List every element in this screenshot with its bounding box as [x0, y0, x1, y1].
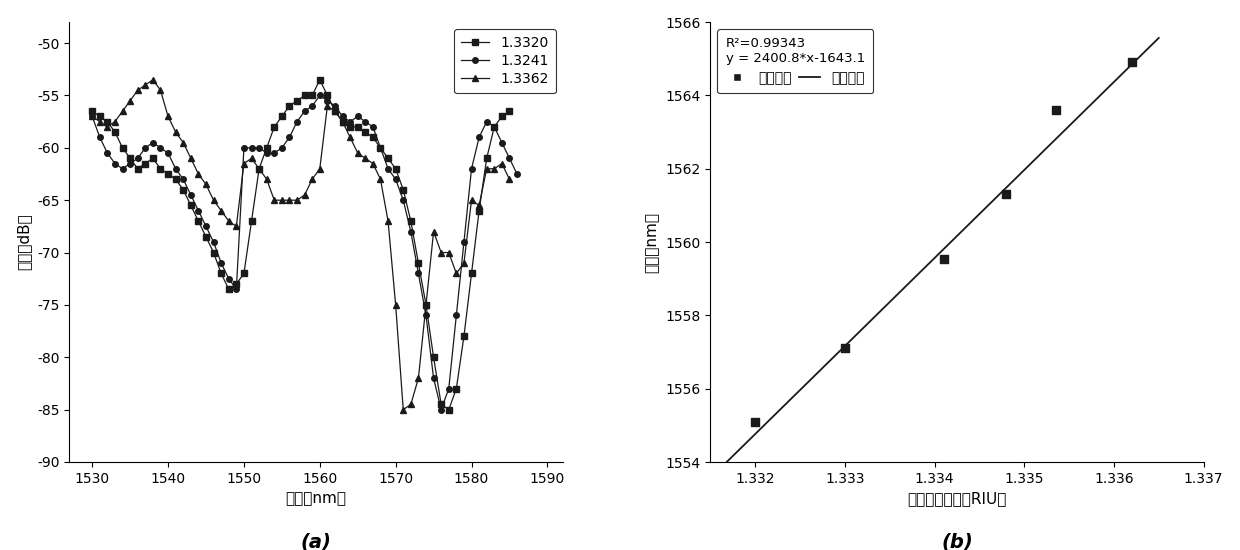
1.3241 — [267, 150, 281, 156]
1.3320 — [366, 134, 381, 141]
1.3241 — [108, 160, 123, 167]
1.3241 — [84, 113, 99, 120]
Legend: 测量数据, 线性拟合: 测量数据, 线性拟合 — [718, 29, 873, 94]
1.3362 — [419, 301, 434, 308]
X-axis label: 测量物折射率（RIU）: 测量物折射率（RIU） — [908, 491, 1007, 507]
1.3241 — [434, 406, 449, 413]
Point — [934, 254, 954, 263]
1.3320 — [312, 76, 327, 83]
1.3362 — [145, 76, 160, 83]
1.3362 — [502, 176, 517, 183]
1.3320 — [410, 260, 425, 266]
1.3241 — [510, 170, 525, 177]
1.3241 — [100, 150, 115, 156]
1.3320 — [441, 406, 456, 413]
Line: 1.3320: 1.3320 — [89, 77, 512, 412]
1.3320 — [327, 108, 342, 114]
1.3362 — [366, 160, 381, 167]
Point — [997, 190, 1017, 199]
1.3362 — [84, 113, 99, 120]
1.3362 — [350, 150, 365, 156]
1.3320 — [92, 113, 107, 120]
Line: 1.3362: 1.3362 — [89, 77, 512, 412]
1.3241 — [381, 166, 396, 172]
Point — [835, 344, 854, 353]
Line: 1.3241: 1.3241 — [89, 93, 520, 412]
Legend: 1.3320, 1.3241, 1.3362: 1.3320, 1.3241, 1.3362 — [454, 29, 556, 94]
1.3241 — [388, 176, 403, 183]
Y-axis label: 波长（nm）: 波长（nm） — [645, 212, 660, 273]
1.3362 — [244, 155, 259, 162]
1.3320 — [502, 108, 517, 114]
1.3362 — [92, 118, 107, 125]
Y-axis label: 传输（dB）: 传输（dB） — [16, 214, 32, 271]
1.3362 — [396, 406, 410, 413]
1.3241 — [312, 92, 327, 99]
X-axis label: 波长（nm）: 波长（nm） — [285, 491, 346, 507]
Point — [1122, 58, 1142, 67]
1.3241 — [198, 223, 213, 230]
Point — [745, 417, 765, 426]
Text: (b): (b) — [941, 532, 973, 550]
1.3320 — [237, 270, 252, 277]
1.3320 — [84, 108, 99, 114]
1.3362 — [327, 108, 342, 114]
Text: (a): (a) — [300, 532, 331, 550]
1.3320 — [350, 124, 365, 130]
Point — [1045, 106, 1065, 114]
